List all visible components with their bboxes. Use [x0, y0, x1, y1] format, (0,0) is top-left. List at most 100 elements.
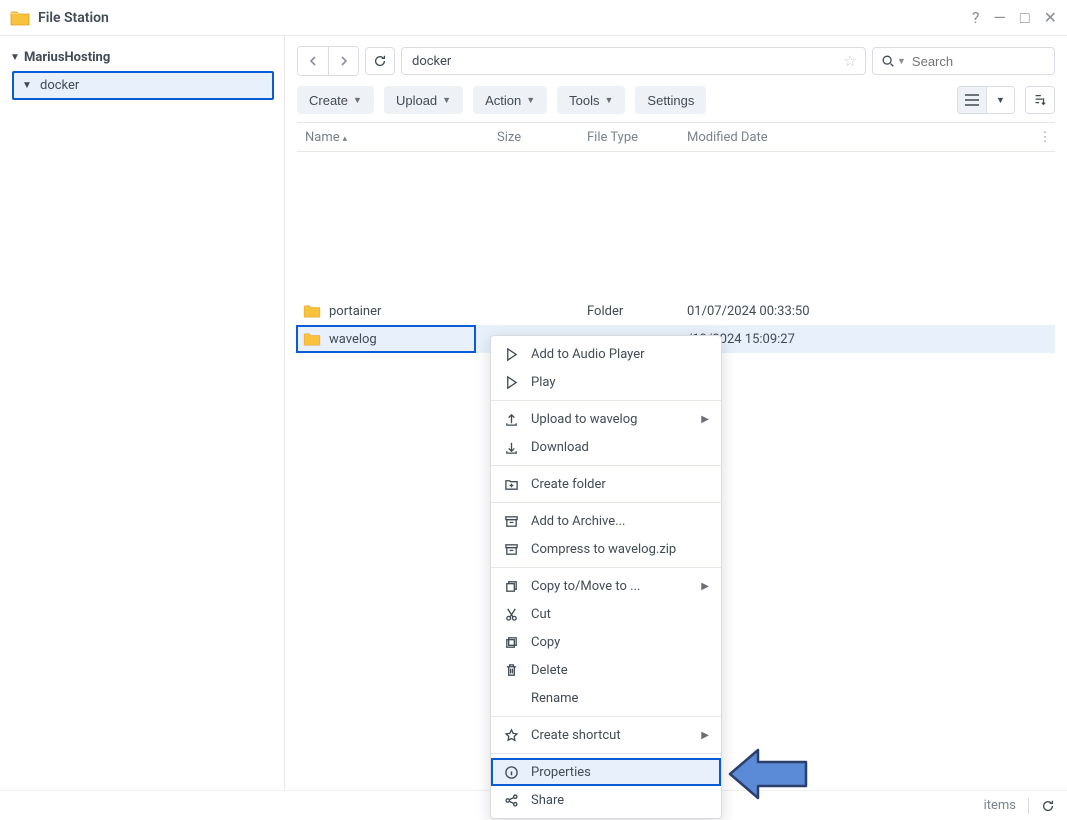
column-modified[interactable]: Modified Date	[687, 130, 1035, 145]
play-outline-icon	[503, 346, 519, 362]
share-icon	[503, 792, 519, 808]
menu-separator	[491, 567, 721, 568]
context-menu-item[interactable]: Create folder	[491, 470, 721, 498]
chevron-right-icon: ▶	[701, 414, 709, 425]
copy-icon	[503, 634, 519, 650]
create-button[interactable]: Create▼	[297, 86, 374, 114]
context-menu-item[interactable]: Compress to wavelog.zip	[491, 535, 721, 563]
context-menu-label: Create shortcut	[531, 728, 689, 743]
sidebar: ▼ MariusHosting ▼ docker	[0, 36, 285, 790]
search-dropdown-icon[interactable]: ▼	[897, 56, 906, 67]
app-icon	[10, 8, 30, 28]
menu-separator	[491, 465, 721, 466]
view-list-button[interactable]	[958, 87, 986, 113]
tree-root-label: MariusHosting	[24, 50, 110, 65]
column-type[interactable]: File Type	[587, 130, 687, 145]
archive-icon	[503, 513, 519, 529]
titlebar: File Station ? — □ ✕	[0, 0, 1067, 36]
context-menu-item[interactable]: Share	[491, 786, 721, 814]
path-input[interactable]: docker ☆	[401, 47, 866, 75]
table-header: Name▴ Size File Type Modified Date ⋮	[297, 122, 1055, 152]
forward-button[interactable]	[328, 47, 358, 75]
upload-button[interactable]: Upload▼	[384, 86, 463, 114]
context-menu-label: Cut	[531, 607, 709, 622]
archive-icon	[503, 541, 519, 557]
context-menu-item[interactable]: Create shortcut ▶	[491, 721, 721, 749]
table-body: portainerFolder01/07/2024 00:33:50wavelo…	[297, 152, 1055, 353]
window-title: File Station	[38, 10, 972, 26]
column-options-icon[interactable]: ⋮	[1035, 130, 1055, 145]
sort-button[interactable]	[1025, 86, 1055, 114]
info-icon	[503, 764, 519, 780]
view-dropdown-button[interactable]: ▼	[986, 87, 1014, 113]
search-box[interactable]: ▼	[872, 47, 1055, 75]
row-modified: 01/07/2024 00:33:50	[687, 304, 1055, 319]
upload-icon	[503, 411, 519, 427]
context-menu-item[interactable]: Play	[491, 368, 721, 396]
context-menu-label: Upload to wavelog	[531, 412, 689, 427]
tools-button[interactable]: Tools▼	[557, 86, 625, 114]
minimize-icon[interactable]: —	[993, 10, 1006, 26]
refresh-icon[interactable]	[1041, 799, 1055, 813]
trash-icon	[503, 662, 519, 678]
folder-icon	[303, 332, 321, 346]
tree-item-docker[interactable]: ▼ docker	[12, 71, 274, 100]
context-menu-item[interactable]: Properties	[491, 758, 721, 786]
action-button[interactable]: Action▼	[473, 86, 547, 114]
table-row[interactable]: portainerFolder01/07/2024 00:33:50	[297, 297, 1055, 325]
context-menu-label: Add to Audio Player	[531, 347, 709, 362]
search-icon	[881, 54, 895, 68]
close-icon[interactable]: ✕	[1044, 10, 1057, 26]
context-menu-item[interactable]: Download	[491, 433, 721, 461]
menu-separator	[491, 502, 721, 503]
context-menu-label: Add to Archive...	[531, 514, 709, 529]
context-menu-item[interactable]: Upload to wavelog ▶	[491, 405, 721, 433]
menu-separator	[491, 716, 721, 717]
context-menu-label: Compress to wavelog.zip	[531, 542, 709, 557]
context-menu-label: Play	[531, 375, 709, 390]
back-button[interactable]	[298, 47, 328, 75]
menu-separator	[491, 753, 721, 754]
blank-icon	[503, 690, 519, 706]
folder-icon	[303, 304, 321, 318]
context-menu-item[interactable]: Copy	[491, 628, 721, 656]
context-menu-label: Create folder	[531, 477, 709, 492]
chevron-right-icon: ▶	[701, 730, 709, 741]
search-input[interactable]	[912, 54, 1067, 69]
star-outline-icon	[503, 727, 519, 743]
context-menu-label: Copy	[531, 635, 709, 650]
annotation-arrow	[728, 748, 808, 800]
chevron-down-icon: ▼	[10, 52, 20, 63]
star-icon[interactable]: ☆	[844, 52, 857, 70]
play-outline-icon	[503, 374, 519, 390]
column-size[interactable]: Size	[497, 130, 587, 145]
items-label: items	[984, 798, 1016, 813]
chevron-right-icon: ▶	[701, 581, 709, 592]
context-menu-item[interactable]: Cut	[491, 600, 721, 628]
context-menu: Add to Audio Player Play Upload to wavelog…	[490, 335, 722, 819]
column-name[interactable]: Name▴	[297, 130, 497, 145]
context-menu-label: Copy to/Move to ...	[531, 579, 689, 594]
context-menu-item[interactable]: Delete	[491, 656, 721, 684]
tree-root[interactable]: ▼ MariusHosting	[0, 46, 284, 69]
maximize-icon[interactable]: □	[1020, 10, 1030, 26]
context-menu-label: Rename	[531, 691, 709, 706]
chevron-down-icon: ▼	[22, 80, 32, 91]
context-menu-item[interactable]: Rename	[491, 684, 721, 712]
copy-move-icon	[503, 578, 519, 594]
context-menu-item[interactable]: Copy to/Move to ... ▶	[491, 572, 721, 600]
context-menu-item[interactable]: Add to Audio Player	[491, 340, 721, 368]
context-menu-label: Share	[531, 793, 709, 808]
context-menu-label: Download	[531, 440, 709, 455]
context-menu-item[interactable]: Add to Archive...	[491, 507, 721, 535]
menu-separator	[491, 400, 721, 401]
settings-button[interactable]: Settings	[635, 86, 706, 114]
row-modified: /19/2024 15:09:27	[687, 332, 1055, 347]
cut-icon	[503, 606, 519, 622]
help-icon[interactable]: ?	[972, 10, 980, 26]
refresh-button[interactable]	[365, 47, 395, 75]
tree-item-label: docker	[40, 78, 79, 93]
toolbar-navigation: docker ☆ ▼	[297, 46, 1055, 76]
row-name: portainer	[329, 304, 381, 319]
folder-plus-icon	[503, 476, 519, 492]
